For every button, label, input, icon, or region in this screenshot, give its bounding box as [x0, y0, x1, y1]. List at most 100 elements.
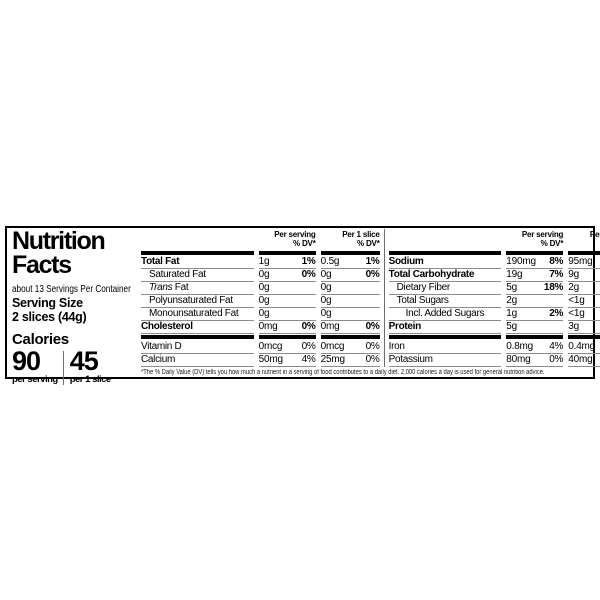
- nutrient-row: Cholesterol 0mg 0% 0mg 0%: [141, 321, 380, 334]
- amount-value: 40mg: [568, 354, 593, 365]
- amount-value: 0g: [258, 295, 270, 306]
- nutrient-row: Saturated Fat 0g 0% 0g 0%: [141, 269, 380, 282]
- bar-segment: [141, 251, 254, 255]
- header-line-2: % DV*: [293, 238, 316, 248]
- amount-value: 2g: [568, 282, 579, 293]
- nutrient-name-cell: Iron: [388, 340, 502, 354]
- header-line-1: Per 1 slice: [342, 230, 380, 239]
- calories-label: Calories: [12, 331, 69, 348]
- per-slice-cell: 0mg 0%: [320, 321, 380, 334]
- per-serving-cell: 0g 0%: [258, 269, 316, 282]
- amount-value: 0g: [258, 269, 270, 280]
- per-slice-cell: 0mcg 0%: [320, 340, 380, 354]
- nutrient-name-cell: Potassium: [388, 354, 502, 367]
- amount-value: <1g: [568, 308, 585, 319]
- per-serving-cell: 0g: [258, 282, 316, 295]
- amount-value: 5g: [506, 321, 517, 332]
- daily-value-percent: 1%: [365, 256, 380, 267]
- daily-value-percent: 0%: [549, 354, 564, 365]
- nutrient-table-carbs: Per serving% DV*Per 1 slice% DV*Sodium19…: [388, 229, 600, 367]
- bar-segment: [388, 251, 502, 255]
- nutrient-name: Total Fat: [141, 256, 180, 267]
- daily-value-percent: 0%: [301, 321, 316, 332]
- nutrient-name-cell: Total Sugars: [388, 295, 502, 308]
- per-slice-cell: 0g: [320, 308, 380, 321]
- nutrient-name-cell: Monounsaturated Fat: [141, 308, 254, 321]
- calories-divider: [62, 351, 64, 385]
- daily-value-percent: 0%: [365, 321, 380, 332]
- daily-value-percent: 8%: [549, 256, 564, 267]
- nutrient-row: Vitamin D 0mcg 0% 0mcg 0%: [141, 340, 380, 354]
- daily-value-percent: 7%: [549, 269, 564, 280]
- title-line-2: Facts: [12, 251, 72, 279]
- calories-values: 90 per serving 45 per 1 slice: [12, 346, 133, 386]
- amount-value: 0g: [320, 295, 332, 306]
- header-spacer: [389, 229, 502, 250]
- per-serving-cell: 1g 1%: [258, 256, 316, 269]
- per-slice-cell: 0g: [320, 295, 380, 308]
- amount-value: 2g: [506, 295, 517, 306]
- per-serving-header: Per serving% DV*: [506, 229, 564, 250]
- nutrient-row: Dietary Fiber 5g 18% 2g7%: [388, 282, 600, 295]
- section-thick-bar: [141, 251, 380, 255]
- nutrient-name-cell: Sodium: [388, 256, 502, 269]
- nutrient-row: Trans Fat 0g 0g: [141, 282, 380, 295]
- amount-value: 80mg: [506, 354, 531, 365]
- amount-value: 19g: [506, 269, 523, 280]
- nutrient-row: Sodium 190mg 8% 95mg4%: [388, 256, 600, 269]
- amount-value: 0mcg: [258, 340, 283, 352]
- bar-segment: [506, 251, 564, 255]
- bar-segment: [506, 335, 564, 339]
- amount-value: 25mg: [320, 354, 345, 365]
- per-slice-cell: 0g 0%: [320, 269, 380, 282]
- amount-value: 0mg: [258, 321, 278, 332]
- calories-per-serving: 90 per serving: [12, 346, 63, 386]
- per-serving-cell: 80mg 0%: [506, 354, 564, 367]
- daily-value-percent: 0%: [301, 269, 316, 280]
- nutrient-name: Potassium: [388, 354, 433, 365]
- amount-value: 0g: [258, 282, 270, 293]
- amount-value: 1g: [506, 308, 517, 319]
- serving-size-value: 2 slices (44g): [12, 309, 87, 324]
- per-serving-cell: 1g 2%: [506, 308, 563, 321]
- header-line-2: % DV*: [540, 238, 564, 248]
- calories-per-slice-unit: per 1 slice: [69, 374, 111, 385]
- nutrient-row: Potassium 80mg 0% 40mg 0%: [388, 354, 600, 367]
- per-slice-header: Per 1 slice% DV*: [568, 229, 600, 250]
- nutrient-tables: Per serving% DV* Per 1 slice% DV* Total Fa…: [141, 229, 600, 367]
- per-serving-cell: 0.8mg 4%: [506, 340, 563, 354]
- per-slice-cell: <1g1%: [568, 308, 600, 321]
- nutrient-name-cell: Protein: [388, 321, 502, 334]
- amount-value: 0mg: [320, 321, 340, 332]
- daily-value-percent: 1%: [301, 256, 316, 267]
- per-slice-cell: <1g: [568, 295, 600, 308]
- nutrient-name: Total Carbohydrate: [388, 269, 475, 280]
- amount-value: 0g: [320, 269, 332, 280]
- daily-value-percent: 0%: [301, 340, 316, 352]
- nutrient-row: Total Sugars 2g <1g: [388, 295, 600, 308]
- nutrient-name-cell: Cholesterol: [141, 321, 254, 334]
- per-serving-cell: 0g: [258, 308, 316, 321]
- amount-value: 0.8mg: [506, 340, 534, 352]
- nutrient-tables-area: Per serving% DV* Per 1 slice% DV* Total Fa…: [136, 228, 600, 377]
- per-serving-cell: 5g 18%: [506, 282, 563, 295]
- nutrient-name: Cholesterol: [141, 321, 193, 332]
- calories-per-serving-value: 90: [12, 346, 41, 376]
- bar-segment: [258, 335, 316, 339]
- nutrient-name: Saturated Fat: [149, 269, 206, 280]
- amount-value: 0mcg: [320, 340, 345, 352]
- amount-value: 5g: [506, 282, 517, 293]
- per-slice-cell: 2g7%: [568, 282, 600, 295]
- nutrient-name-cell: Polyunsaturated Fat: [141, 295, 254, 308]
- column-header-row: Per serving% DV*Per 1 slice% DV*: [141, 229, 380, 250]
- column-header-row: Per serving% DV*Per 1 slice% DV*: [389, 229, 600, 250]
- bar-segment: [568, 251, 600, 255]
- per-serving-cell: 0mcg 0%: [258, 340, 316, 354]
- dv-footnote: *The % Daily Value (DV) tells you how mu…: [141, 369, 545, 376]
- nutrient-name-cell: Incl. Added Sugars: [388, 308, 502, 321]
- label-title: Nutrition Facts: [12, 229, 133, 279]
- per-slice-cell: 0.5g 1%: [320, 256, 380, 269]
- nutrient-row: Iron 0.8mg 4% 0.4mg2%: [388, 340, 600, 354]
- daily-value-percent: 0%: [365, 340, 380, 352]
